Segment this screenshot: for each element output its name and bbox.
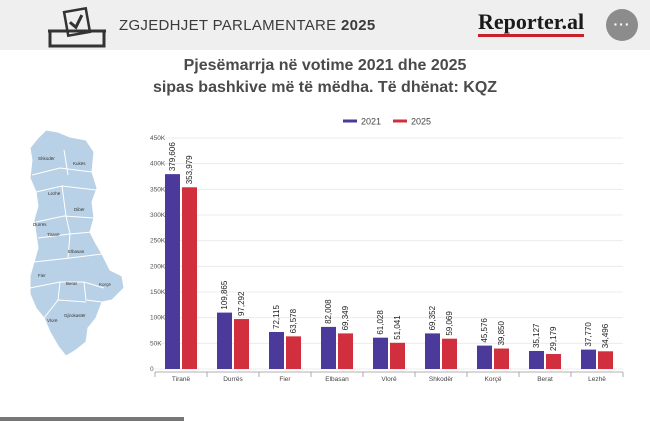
reporter-logo[interactable]: Reporter.al [478,11,585,37]
bar-2025 [442,338,457,369]
map-label: Dibër [74,207,85,212]
legend-label-2025: 2025 [411,117,431,127]
bar-2025 [546,354,561,369]
y-tick-label: 450K [150,135,166,142]
data-label-2021: 45,576 [480,318,489,343]
data-label-2021: 37,770 [584,322,593,347]
bar-2025 [494,348,509,369]
data-label-2025: 51,041 [393,315,402,340]
x-tick-label: Lezhë [588,376,606,383]
map-label: Tiranë [47,232,60,237]
map-label: Shkodër [38,156,55,161]
bar-2025 [338,333,353,369]
y-tick-label: 250K [150,238,166,245]
map-label: Gjirokastër [64,313,86,318]
y-tick-label: 350K [150,186,166,193]
data-label-2021: 109,865 [220,280,229,309]
map-label: Vlorë [47,318,58,323]
map-label: Elbasan [68,249,85,254]
data-label-2025: 97,292 [237,291,246,316]
map-label: Durrës [33,222,47,227]
bar-2021 [165,174,180,369]
data-label-2021: 35,127 [532,323,541,348]
header-bar: ZGJEDHJET PARLAMENTARE 2025 Reporter.al … [0,0,650,50]
x-tick-label: Vlorë [381,376,397,383]
y-tick-label: 0 [150,366,154,373]
x-tick-label: Berat [537,376,553,383]
map-label: Fier [38,273,46,278]
ballot-box-icon [48,6,106,48]
data-label-2025: 353,979 [185,155,194,184]
map-label: Korçë [99,282,111,287]
bar-2025 [182,187,197,369]
x-tick-label: Fier [279,376,291,383]
albania-map-borders [29,149,105,319]
bar-2025 [286,336,301,369]
data-label-2025: 59,069 [445,311,454,336]
legend-label-2021: 2021 [361,117,381,127]
bar-2021 [477,345,492,369]
x-tick-label: Durrës [223,376,243,383]
map-label: Lezhë [48,191,61,196]
data-label-2021: 69,352 [428,305,437,330]
data-label-2021: 82,008 [324,299,333,324]
y-tick-label: 400K [150,161,166,168]
progress-bar [0,417,184,421]
data-label-2025: 34,496 [601,323,610,348]
bar-2021 [217,312,232,369]
y-tick-label: 150K [150,289,166,296]
data-label-2025: 69,349 [341,305,350,330]
map-label: Berat [66,281,78,286]
y-tick-label: 50K [150,340,162,347]
bar-2021 [321,326,336,369]
bar-2021 [529,350,544,369]
chart-title: Pjesëmarrja në votime 2021 dhe 2025 sipa… [0,55,650,99]
data-label-2025: 63,578 [289,308,298,333]
map-label: Kukës [73,161,86,166]
bar-2021 [425,333,440,369]
albania-map [29,129,125,357]
chart-title-line-2: sipas bashkive më të mëdha. Të dhënat: K… [152,79,498,96]
bar-2021 [373,337,388,369]
more-options-button[interactable]: ··· [606,9,638,41]
data-label-2025: 39,850 [497,321,506,346]
bar-2021 [581,349,596,369]
data-label-2021: 72,115 [272,305,281,329]
data-label-2025: 29,179 [549,326,558,351]
chart-title-line-1: Pjesëmarrja në votime 2021 dhe 2025 [183,57,467,74]
x-tick-label: Korçë [485,376,502,383]
bar-2025 [234,319,249,369]
x-tick-label: Elbasan [325,376,349,383]
albania-map-shape [29,129,125,357]
section-year: 2025 [340,17,376,34]
y-tick-label: 200K [150,263,166,270]
bar-2021 [269,331,284,369]
data-label-2021: 61,028 [376,310,385,335]
x-tick-label: Shkodër [429,376,454,383]
section-title: ZGJEDHJET PARLAMENTARE 2025 [119,17,376,34]
bar-2025 [390,342,405,369]
y-tick-label: 300K [150,212,166,219]
bar-2025 [598,351,613,369]
x-tick-label: Tiranë [172,376,191,383]
data-label-2021: 379,606 [168,142,177,171]
y-tick-label: 100K [150,315,166,322]
